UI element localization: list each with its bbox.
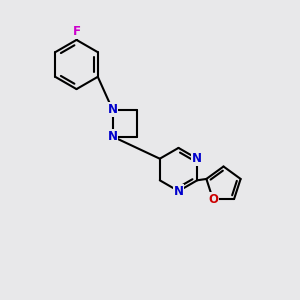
- Text: N: N: [192, 152, 202, 165]
- Text: N: N: [107, 130, 118, 143]
- Text: F: F: [73, 25, 80, 38]
- Text: O: O: [208, 193, 218, 206]
- Text: N: N: [173, 184, 184, 198]
- Text: N: N: [107, 103, 118, 116]
